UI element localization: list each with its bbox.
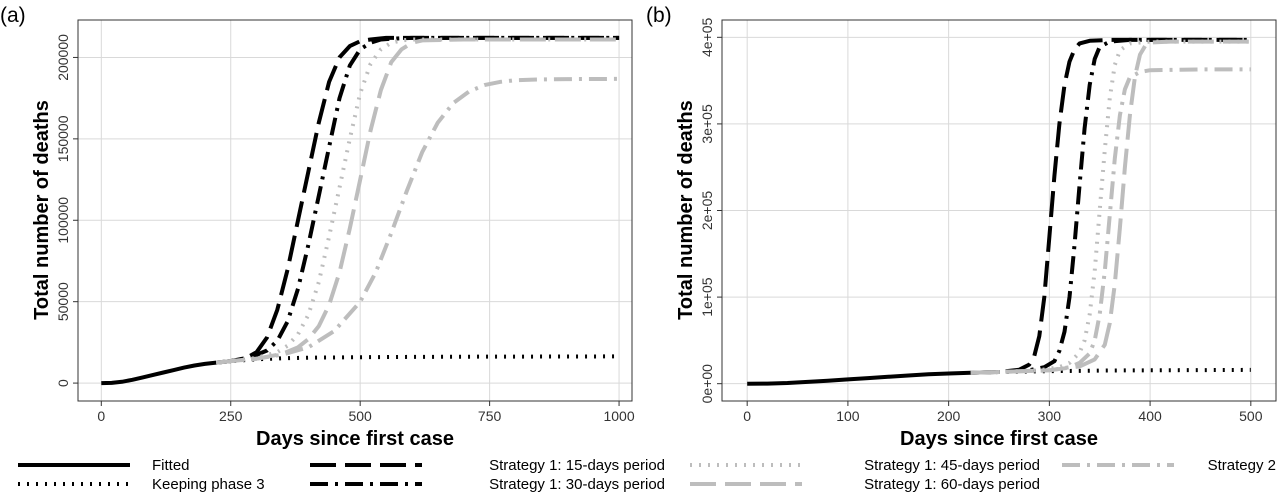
- x-tick-label: 0: [97, 408, 105, 424]
- panel-label: (a): [0, 4, 26, 27]
- series-line-fitted: [101, 360, 217, 386]
- y-tick-label: 50000: [55, 282, 71, 321]
- x-tick-label: 750: [478, 408, 502, 424]
- series-line-strategy-1-30-days-period: [970, 37, 1251, 375]
- x-axis-label: Days since first case: [900, 428, 1098, 450]
- x-tick-label: 300: [1038, 408, 1062, 424]
- y-tick-label: 150000: [55, 115, 71, 162]
- y-tick-label: 0e+00: [699, 364, 715, 404]
- x-tick-label: 100: [836, 408, 860, 424]
- series-line-strategy-1-60-days-period: [215, 37, 620, 365]
- x-tick-label: 500: [348, 408, 372, 424]
- legend-item-strategy-1-45-days-period: Strategy 1: 45-days period: [690, 457, 1040, 474]
- x-tick-label: 400: [1138, 408, 1162, 424]
- legend: Fitted Keeping phase 3 Strategy 1: 15-days…: [18, 457, 1276, 493]
- legend-item-fitted: Fitted: [18, 457, 190, 474]
- x-tick-label: 500: [1239, 408, 1263, 424]
- y-tick-label: 100000: [55, 197, 71, 244]
- panel-a: (a) 0 250 500 750 1000 0 50000 100000 150000 20000…: [0, 4, 635, 450]
- legend-label: Strategy 1: 30-days period: [489, 476, 665, 493]
- series-line-fitted: [747, 370, 971, 386]
- y-tick-label: 2e+05: [699, 191, 715, 231]
- legend-item-strategy-2: Strategy 2: [1062, 457, 1276, 474]
- y-tick-label: 1e+05: [699, 277, 715, 317]
- panel-b: (b) 0 100 200 300 400 500 0e+00 1e+05 2e+05 3e+05 4…: [646, 4, 1277, 450]
- x-tick-label: 0: [743, 408, 751, 424]
- series-line-strategy-2: [970, 67, 1251, 375]
- x-tick-label: 250: [219, 408, 243, 424]
- series-line-strategy-1-15-days-period: [215, 35, 620, 365]
- series-line-strategy-1-60-days-period: [970, 39, 1251, 375]
- series-line-keeping-phase-3: [215, 354, 620, 365]
- legend-item-keeping-phase-3: Keeping phase 3: [18, 476, 265, 493]
- y-tick-label: 4e+05: [699, 17, 715, 57]
- legend-label: Strategy 1: 60-days period: [864, 476, 1040, 493]
- x-tick-label: 200: [937, 408, 961, 424]
- y-tick-label: 0: [55, 379, 71, 387]
- legend-label: Fitted: [152, 457, 190, 474]
- x-tick-label: 1000: [603, 408, 634, 424]
- series-line-strategy-1-30-days-period: [215, 35, 620, 365]
- plot-frame: [77, 19, 633, 402]
- y-axis-label: Total number of deaths: [675, 100, 697, 320]
- legend-label: Strategy 1: 15-days period: [489, 457, 665, 474]
- y-tick-label: 200000: [55, 34, 71, 81]
- legend-label: Strategy 1: 45-days period: [864, 457, 1040, 474]
- y-axis-label: Total number of deaths: [31, 100, 53, 320]
- series-line-strategy-1-45-days-period: [215, 37, 620, 365]
- panel-label: (b): [646, 4, 672, 27]
- series-line-strategy-1-15-days-period: [970, 37, 1251, 375]
- legend-label: Strategy 2: [1208, 457, 1276, 474]
- legend-label: Keeping phase 3: [152, 476, 265, 493]
- legend-item-strategy-1-15-days-period: Strategy 1: 15-days period: [310, 457, 665, 474]
- y-tick-label: 3e+05: [699, 104, 715, 144]
- x-axis-label: Days since first case: [256, 428, 454, 450]
- legend-item-strategy-1-60-days-period: Strategy 1: 60-days period: [690, 476, 1040, 493]
- series-line-strategy-2: [215, 76, 620, 365]
- legend-item-strategy-1-30-days-period: Strategy 1: 30-days period: [310, 476, 665, 493]
